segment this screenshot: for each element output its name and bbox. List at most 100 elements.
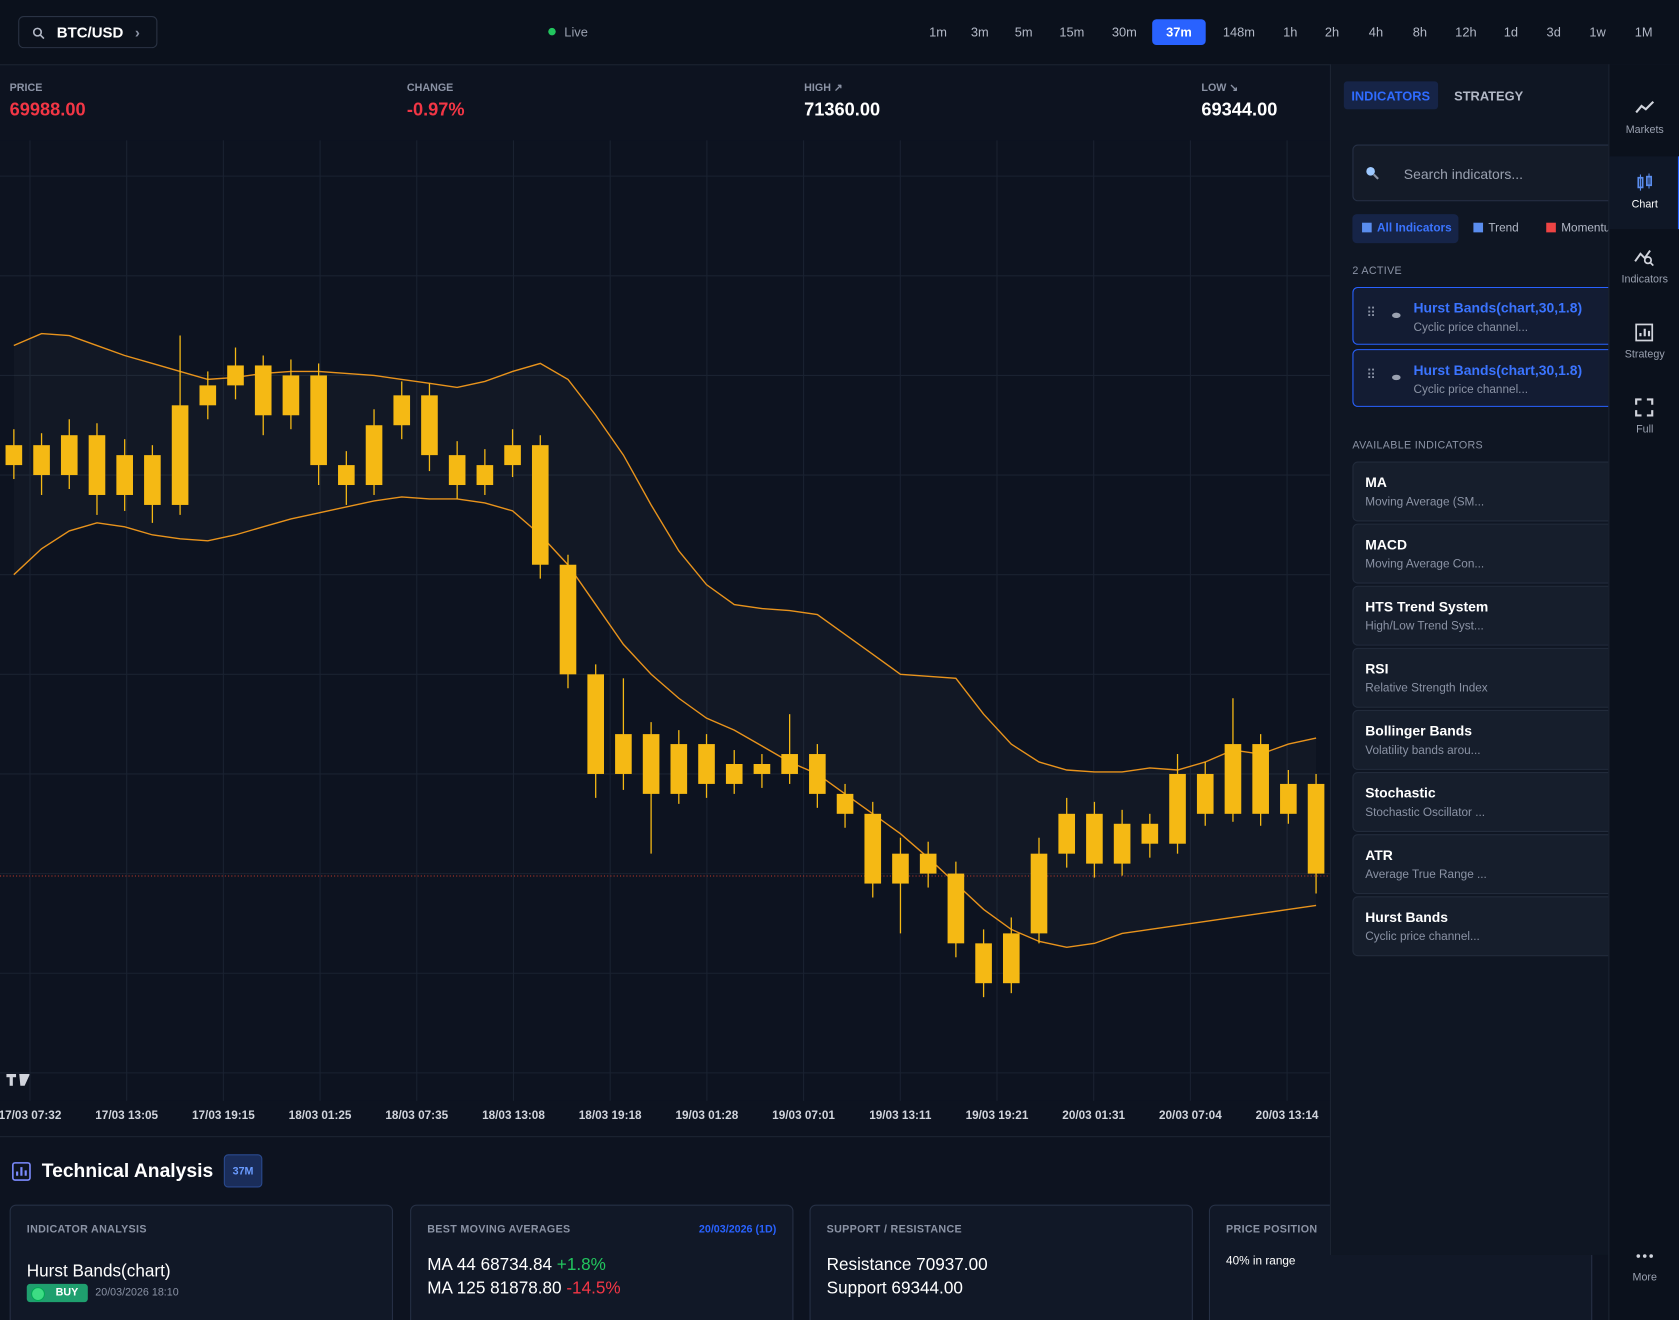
- filter-chip[interactable]: Trend: [1473, 222, 1519, 235]
- ma-card: BEST MOVING AVERAGES 20/03/2026 (1D) MA …: [410, 1204, 794, 1320]
- indicator-item[interactable]: Bollinger Bands Volatility bands arou...: [1352, 709, 1610, 770]
- indicator-name: ATR: [1365, 846, 1393, 864]
- candle-body: [670, 744, 688, 794]
- drag-handle: ⠿: [1366, 367, 1376, 383]
- indicator-desc: Volatility bands arou...: [1365, 744, 1481, 758]
- nav-item[interactable]: Chart: [1609, 172, 1679, 211]
- icon-part: [1646, 398, 1654, 405]
- tab[interactable]: STRATEGY: [1454, 88, 1524, 104]
- candle-body: [698, 744, 715, 784]
- symbol-selector[interactable]: BTC/USD ›: [18, 16, 158, 49]
- chevron: ›: [134, 23, 140, 41]
- indicator-item[interactable]: Hurst Bands Cyclic price channel...: [1352, 896, 1610, 957]
- nav-icon: [1635, 323, 1654, 342]
- candle-body: [1224, 744, 1242, 814]
- timeframe-button[interactable]: 1h: [1283, 24, 1298, 40]
- candle-body: [33, 445, 50, 476]
- nav-label: More: [1632, 1272, 1657, 1284]
- icon-part: [1635, 323, 1654, 342]
- search-icon: [1366, 167, 1379, 180]
- visibility-icon[interactable]: [1392, 374, 1401, 381]
- nav-label: Full: [1636, 424, 1654, 436]
- analysis-title: Technical Analysis: [41, 1159, 214, 1182]
- timeframe-button[interactable]: 1w: [1589, 24, 1606, 40]
- timeframe-button[interactable]: 5m: [1014, 24, 1033, 40]
- candle-body: [476, 465, 494, 486]
- indicator-item[interactable]: ATR Average True Range ...: [1352, 834, 1610, 895]
- filter-label: Momentum: [1561, 221, 1609, 235]
- ma-label: MA 125 81878.80: [427, 1279, 562, 1298]
- indicator-item[interactable]: MA Moving Average (SM...: [1352, 461, 1610, 522]
- active-heading: 2 ACTIVE: [1352, 265, 1402, 278]
- card-heading: SUPPORT / RESISTANCE: [826, 1223, 962, 1236]
- icon-part: [1635, 410, 1642, 417]
- candle-body: [171, 405, 189, 505]
- candle-body: [919, 853, 937, 874]
- timeframe-button[interactable]: 37m: [1152, 19, 1206, 45]
- timeframe-button[interactable]: 1M: [1634, 24, 1653, 40]
- signal-time: 20/03/2026 18:10: [95, 1287, 179, 1299]
- nav-label: Markets: [1625, 124, 1664, 136]
- filter-label: All Indicators: [1377, 221, 1452, 235]
- nav-icon: [1637, 173, 1653, 191]
- timeframe-button[interactable]: 12h: [1455, 24, 1477, 40]
- search-box[interactable]: Search indicators...: [1352, 144, 1610, 202]
- nav-item[interactable]: Full: [1609, 397, 1679, 436]
- indicator-name: RSI: [1365, 660, 1389, 677]
- x-tick-label: 19/03 13:11: [869, 1109, 932, 1122]
- timeframe-button[interactable]: 2h: [1324, 24, 1340, 40]
- candle-body: [892, 853, 909, 884]
- timeframe-button[interactable]: 3d: [1546, 24, 1561, 40]
- nav-icon: [1635, 398, 1654, 417]
- active-indicator[interactable]: ⠿ Hurst Bands(chart,30,1.8) Cyclic price c…: [1352, 349, 1610, 407]
- indicator-desc: Cyclic price channel...: [1365, 930, 1480, 944]
- nav-item[interactable]: Indicators: [1609, 247, 1679, 286]
- candle-body: [393, 395, 411, 426]
- candle-body: [1196, 773, 1214, 814]
- filter-chip[interactable]: Momentum: [1546, 222, 1609, 235]
- timeframe-button[interactable]: 148m: [1222, 24, 1255, 40]
- candle-body: [642, 734, 660, 794]
- icon-part: [1649, 1254, 1653, 1258]
- indicator-item[interactable]: Stochastic Stochastic Oscillator ...: [1352, 772, 1610, 833]
- timeframe-button[interactable]: 8h: [1412, 24, 1428, 40]
- active-indicator[interactable]: ⠿ Hurst Bands(chart,30,1.8) Cyclic price c…: [1352, 286, 1610, 345]
- icon-part: [1636, 1254, 1641, 1258]
- candle-body: [1030, 853, 1048, 934]
- card-heading: PRICE POSITION: [1226, 1223, 1318, 1236]
- nav-item[interactable]: Strategy: [1609, 322, 1679, 361]
- indicator-item[interactable]: HTS Trend System High/Low Trend Syst...: [1352, 585, 1610, 646]
- indicator-name: Hurst Bands(chart): [26, 1262, 171, 1281]
- filter-chip[interactable]: All Indicators: [1362, 222, 1452, 235]
- timeframe-button[interactable]: 15m: [1059, 24, 1085, 40]
- top-bar: BTC/USD › Live 1m 3m 5m 15m 30m 37m 148m 1h 2h 4h…: [0, 0, 1679, 66]
- timeframe-button[interactable]: 3m: [970, 24, 989, 40]
- stat-value: -0.97%: [406, 99, 465, 120]
- timeframe-button[interactable]: 1d: [1503, 24, 1519, 40]
- nav-item[interactable]: More: [1609, 1245, 1679, 1284]
- x-tick-label: 20/03 01:31: [1062, 1109, 1125, 1122]
- timeframe-button[interactable]: 4h: [1368, 24, 1384, 40]
- stat-value: 69988.00: [9, 99, 86, 120]
- levels-card: SUPPORT / RESISTANCE Resistance 70937.00…: [809, 1204, 1193, 1320]
- timeframe-badge: 37M: [223, 1154, 263, 1188]
- live-dot: [548, 27, 556, 36]
- live-status: Live: [564, 24, 588, 40]
- candle-body: [1113, 823, 1131, 864]
- visibility-icon[interactable]: [1392, 312, 1401, 319]
- indicator-card: INDICATOR ANALYSIS Hurst Bands(chart) BU…: [9, 1204, 393, 1320]
- ma-change: +1.8%: [556, 1256, 606, 1275]
- timeframe-button[interactable]: 30m: [1111, 24, 1137, 40]
- timeframe-button[interactable]: 1m: [929, 24, 947, 40]
- filter-icon: [1362, 222, 1372, 233]
- symbol: BTC/USD: [56, 23, 124, 41]
- card-heading: BEST MOVING AVERAGES: [427, 1223, 571, 1236]
- nav-label: Chart: [1631, 199, 1658, 211]
- stat-label: LOW ↘: [1201, 82, 1239, 95]
- indicator-item[interactable]: MACD Moving Average Con...: [1352, 523, 1610, 584]
- nav-item[interactable]: Markets: [1609, 97, 1679, 136]
- tab[interactable]: INDICATORS: [1351, 88, 1431, 104]
- indicator-item[interactable]: RSI Relative Strength Index: [1352, 647, 1610, 708]
- candle-body: [199, 385, 217, 406]
- candle-body: [227, 365, 244, 386]
